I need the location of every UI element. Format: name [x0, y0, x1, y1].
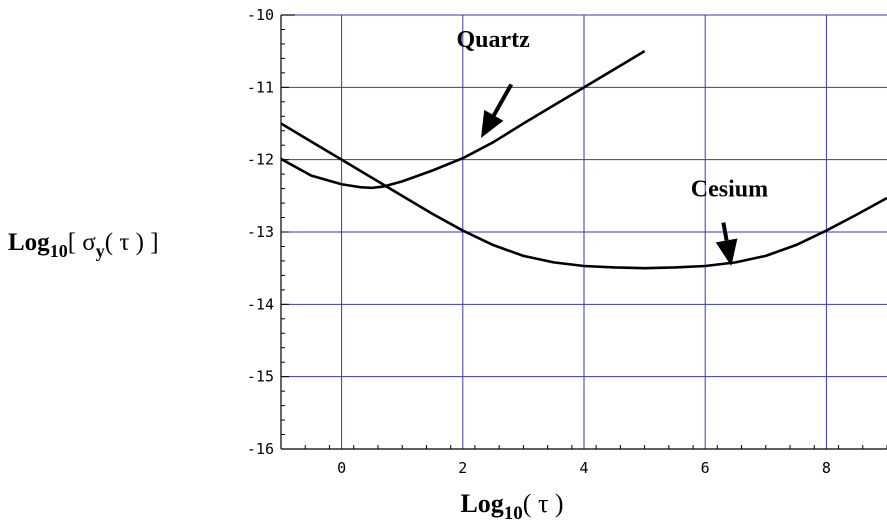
y-tick-label: -11 [247, 78, 274, 96]
x-axis-label: Log10( τ ) [460, 489, 563, 524]
annotation-arrowhead-cesium [715, 238, 738, 266]
x-tick-label: 4 [579, 459, 588, 477]
annotation-arrow-cesium [721, 222, 729, 241]
series-line-cesium [280, 122, 887, 270]
annotation-label-quartz: Quartz [456, 27, 530, 53]
annotations-group: Quartz Cesium [456, 27, 768, 266]
series-group [280, 50, 887, 270]
x-tick-label: 6 [701, 459, 710, 477]
x-tick-label: 2 [458, 459, 467, 477]
y-axis-label: Log10[ σy( τ ) ] [8, 229, 159, 261]
y-tick-label: -12 [247, 151, 274, 169]
annotation-arrow-quartz [492, 83, 514, 117]
y-tick-label: -10 [247, 6, 274, 24]
annotation-arrowhead-quartz [480, 109, 504, 138]
y-tick-label: -14 [247, 295, 274, 313]
y-tick-label: -15 [247, 368, 274, 386]
grid [281, 14, 887, 449]
series-line-quartz [280, 50, 646, 190]
y-tick-label: -16 [247, 440, 274, 458]
annotation-label-cesium: Cesium [691, 177, 768, 203]
y-tick-label: -13 [247, 223, 274, 241]
x-tick-label: 8 [822, 459, 831, 477]
axis-ticks: 0 2 4 6 8 -10 -11 -12 -13 -14 -15 -16 [247, 6, 887, 477]
x-tick-label: 0 [337, 459, 346, 477]
